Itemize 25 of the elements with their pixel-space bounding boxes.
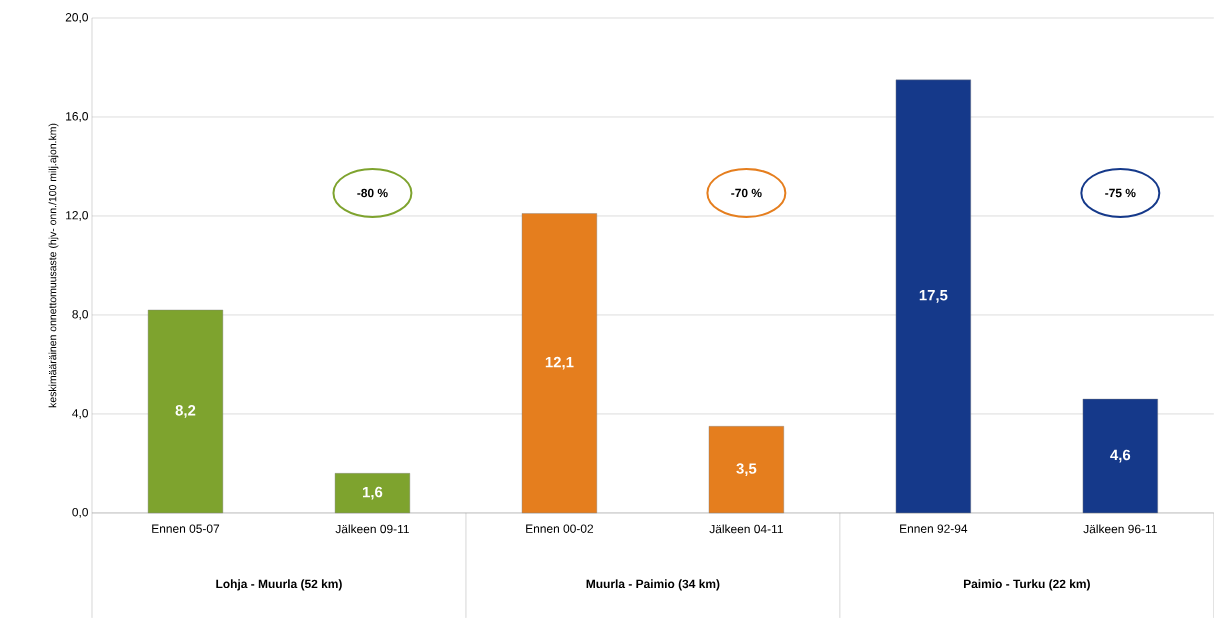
data-label: 8,2	[175, 405, 196, 418]
x-tick-label: Jälkeen 04-11	[709, 524, 783, 534]
data-label: 1,6	[363, 486, 383, 500]
text: Paimio - Turku (22 km)	[963, 579, 1090, 591]
data-label: 3,5	[736, 463, 757, 477]
y-tick-label: 16,0	[66, 112, 89, 122]
text: Lohja - Muurla (52 km)	[216, 579, 342, 591]
data-label: 12,1	[545, 356, 574, 370]
y-tick-label: 20,0	[65, 13, 89, 23]
y-tick-label: 8,0	[72, 310, 89, 320]
y-tick-label: 0,0	[72, 508, 89, 518]
annotation: -75 %	[1105, 188, 1136, 198]
x-tick-label: Ennen 00-02	[526, 524, 594, 533]
data-label: 17,5	[919, 290, 948, 303]
x-tick-label: Ennen 05-07	[152, 524, 220, 533]
y-tick-label: 4,0	[72, 409, 89, 419]
annotation: -70 %	[731, 188, 762, 198]
annotation: -80 %	[357, 188, 388, 198]
x-tick-label: Jälkeen 96-11	[1083, 524, 1157, 534]
data-label: 4,6	[1110, 449, 1131, 463]
x-tick-label: Ennen 92-94	[900, 524, 968, 533]
y-axis-title: keskimääräinen onnettomuusaste (hjv- onn./100 milj.ajon.km)	[48, 123, 59, 408]
y-tick-label: 12,0	[66, 211, 89, 221]
x-tick-label: Jälkeen 09-11	[335, 524, 409, 534]
text: Muurla - Paimio (34 km)	[586, 579, 720, 591]
